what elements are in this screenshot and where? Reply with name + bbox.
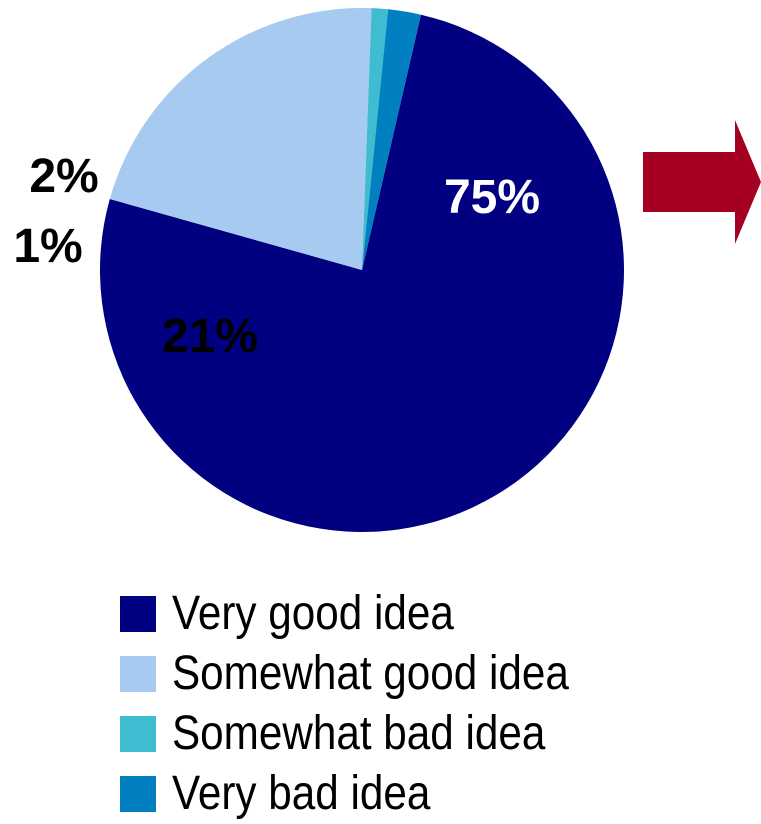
legend-swatch [120, 656, 156, 692]
legend-item: Very bad idea [120, 764, 623, 824]
pie-slice-very-bad-idea [362, 9, 421, 270]
legend-item: Somewhat bad idea [120, 704, 623, 764]
slice-label-somewhat-bad-idea: 1% [13, 220, 82, 273]
slice-label-very-good-idea: 75% [444, 171, 540, 224]
right-arrow-icon [643, 120, 761, 244]
legend-label: Somewhat bad idea [172, 707, 546, 760]
legend-label: Somewhat good idea [172, 647, 569, 700]
legend-label: Very good idea [172, 587, 454, 640]
legend-swatch [120, 596, 156, 632]
pie-slice-somewhat-bad-idea [362, 8, 389, 271]
legend-swatch [120, 776, 156, 812]
legend-item: Somewhat good idea [120, 644, 623, 704]
slice-label-somewhat-good-idea: 21% [162, 310, 258, 363]
slice-label-very-bad-idea: 2% [29, 150, 98, 203]
legend-item: Very good idea [120, 584, 623, 644]
legend: Very good idea Somewhat good idea Somewhat… [120, 584, 623, 824]
legend-label: Very bad idea [172, 767, 431, 820]
pie-slice-somewhat-good-idea [109, 8, 372, 271]
pie-slice-very-good-idea [100, 14, 624, 532]
legend-swatch [120, 716, 156, 752]
